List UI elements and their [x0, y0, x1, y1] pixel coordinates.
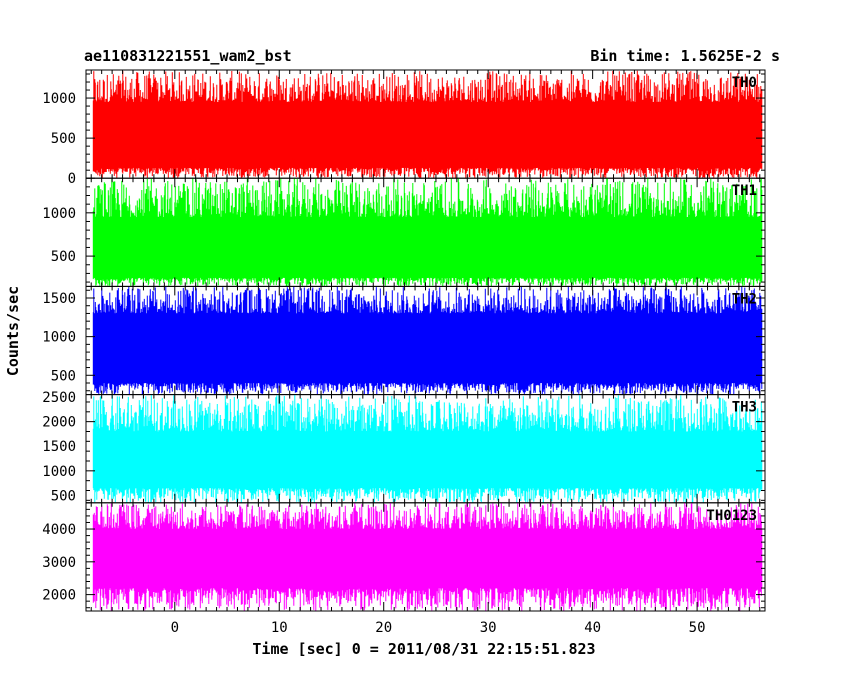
- y-tick-label-th0123: 3000: [42, 555, 76, 571]
- y-tick-label-th2: 1000: [42, 330, 76, 346]
- y-tick-label-th2: 500: [51, 368, 76, 384]
- y-tick-label-th0: 1000: [42, 91, 76, 107]
- x-tick-label: 30: [480, 620, 497, 636]
- y-tick-label-th0123: 4000: [42, 522, 76, 538]
- x-tick-label: 40: [584, 620, 601, 636]
- series-band-th1: [93, 217, 762, 278]
- series-band-th3: [93, 431, 762, 489]
- y-tick-label-th2: 1500: [42, 291, 76, 307]
- series-band-th0: [93, 102, 762, 168]
- series-band-th2: [93, 313, 762, 384]
- y-tick-label-th0123: 2000: [42, 588, 76, 604]
- chart-title-left: ae110831221551_wam2_bst: [84, 47, 292, 65]
- panel-label-th0123: TH0123: [706, 508, 757, 524]
- x-axis-label: Time [sec] 0 = 2011/08/31 22:15:51.823: [252, 640, 595, 658]
- panel-label-th3: TH3: [732, 400, 757, 416]
- x-tick-label: 10: [271, 620, 288, 636]
- y-tick-label-th0: 0: [68, 171, 76, 187]
- y-tick-label-th0: 500: [51, 131, 76, 147]
- y-tick-label-th3: 2500: [42, 390, 76, 406]
- y-tick-label-th3: 500: [51, 488, 76, 504]
- y-tick-label-th1: 1000: [42, 206, 76, 222]
- y-tick-label-th3: 1000: [42, 464, 76, 480]
- x-tick-label: 50: [689, 620, 706, 636]
- chart-title-right: Bin time: 1.5625E-2 s: [590, 47, 780, 65]
- panel-label-th0: TH0: [732, 75, 757, 91]
- x-tick-label: 20: [375, 620, 392, 636]
- y-tick-label-th1: 500: [51, 249, 76, 265]
- y-tick-label-th3: 1500: [42, 439, 76, 455]
- y-axis-label: Counts/sec: [4, 286, 22, 376]
- panel-label-th1: TH1: [732, 183, 757, 199]
- panels-group: TH005001000TH15001000TH250010001500TH350…: [42, 69, 766, 636]
- series-band-th0123: [93, 529, 762, 589]
- x-tick-label: 0: [171, 620, 179, 636]
- y-tick-label-th3: 2000: [42, 415, 76, 431]
- panel-label-th2: TH2: [732, 291, 757, 307]
